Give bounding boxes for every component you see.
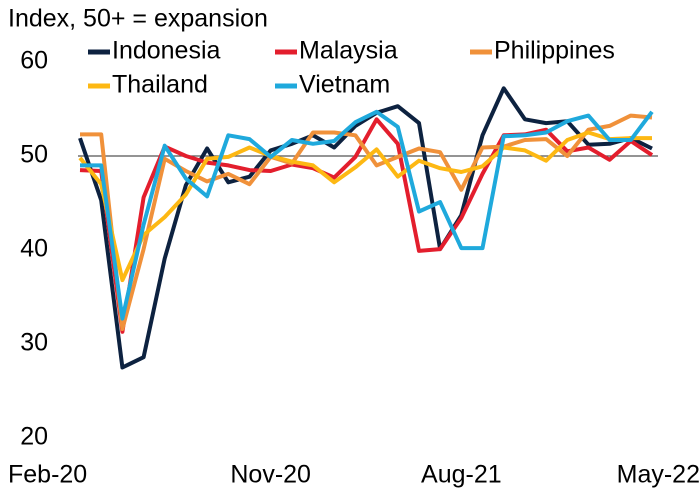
series-line [78, 86, 653, 370]
chart-title: Index, 50+ = expansion [8, 5, 268, 33]
x-tick-label: Feb-20 [8, 461, 87, 489]
series-line [80, 109, 654, 321]
x-tick-label: Nov-20 [230, 461, 311, 489]
x-tick-label: May-22 [617, 461, 700, 489]
legend-label: Thailand [112, 71, 208, 99]
series-line [79, 117, 654, 334]
y-tick-label: 30 [20, 329, 48, 357]
x-tick-label: Aug-21 [421, 461, 502, 489]
y-tick-label: 50 [20, 141, 48, 169]
y-tick-label: 60 [20, 47, 48, 75]
legend-label: Indonesia [112, 37, 221, 65]
y-tick-label: 40 [20, 235, 48, 263]
legend-label: Vietnam [299, 71, 390, 99]
legend-label: Malaysia [299, 37, 398, 65]
series-line [78, 130, 652, 283]
legend-label: Philippines [494, 37, 615, 65]
y-tick-label: 20 [20, 423, 48, 451]
